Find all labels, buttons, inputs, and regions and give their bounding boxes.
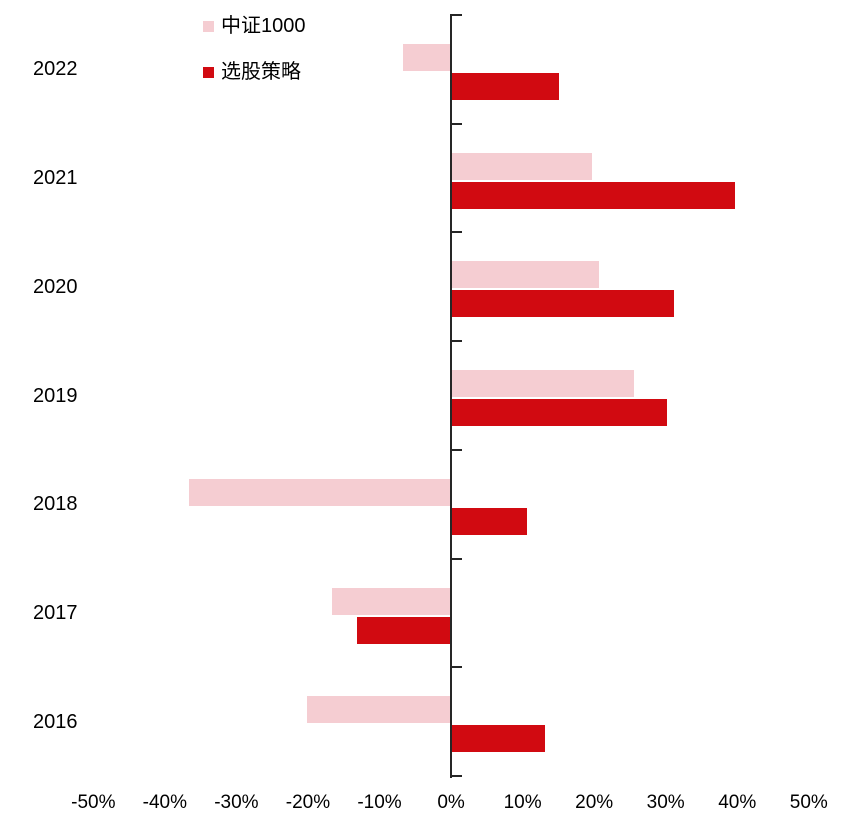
bar-csi1000-2020	[452, 261, 599, 289]
x-tick-label: 30%	[646, 792, 685, 813]
x-tick-label: -50%	[71, 792, 116, 813]
x-tick-label: 40%	[718, 792, 757, 813]
legend-item-csi1000: 中证1000	[203, 14, 306, 38]
bar-csi1000-2022	[403, 44, 450, 71]
category-label-2018: 2018	[33, 493, 78, 516]
x-tick-label: 20%	[575, 792, 614, 813]
bar-csi1000-2017	[331, 587, 450, 615]
legend-swatch-stock-selection-strategy	[203, 66, 214, 78]
category-label-2022: 2022	[33, 58, 78, 81]
legend-label-csi1000: 中证1000	[221, 15, 306, 37]
axis-tick-mark	[450, 666, 462, 669]
bar-csi1000-2019	[452, 370, 635, 398]
bar-stock-selection-strategy-2017	[356, 616, 450, 644]
x-tick-label: -20%	[285, 792, 331, 813]
category-label-2020: 2020	[33, 275, 78, 298]
axis-tick-mark	[450, 775, 462, 777]
bar-stock-selection-strategy-2016	[452, 725, 545, 753]
bar-stock-selection-strategy-2018	[452, 507, 528, 535]
x-tick-label: -30%	[214, 792, 259, 813]
category-label-2019: 2019	[33, 384, 78, 407]
category-label-2021: 2021	[33, 167, 78, 190]
zero-axis-line	[450, 15, 452, 778]
axis-tick-mark	[450, 231, 462, 234]
legend-swatch-csi1000	[203, 20, 214, 32]
axis-tick-mark	[450, 340, 462, 343]
legend-item-stock-selection-strategy: 选股策略	[203, 60, 306, 84]
x-tick-label: 50%	[789, 792, 828, 813]
bar-stock-selection-strategy-2021	[452, 181, 735, 209]
bar-csi1000-2016	[306, 696, 450, 724]
axis-tick-mark	[450, 448, 462, 451]
x-tick-label: -10%	[357, 792, 402, 813]
category-label-2017: 2017	[33, 601, 78, 624]
x-tick-label: -40%	[142, 792, 188, 813]
category-label-2016: 2016	[33, 710, 78, 733]
axis-tick-mark	[450, 557, 462, 560]
bar-csi1000-2021	[452, 152, 592, 180]
x-tick-label: 10%	[503, 792, 542, 813]
bar-csi1000-2018	[188, 478, 450, 506]
legend-label-stock-selection-strategy: 选股策略	[221, 61, 301, 83]
x-tick-label: 0%	[437, 792, 465, 813]
bar-stock-selection-strategy-2019	[452, 399, 667, 427]
axis-tick-mark	[450, 14, 462, 16]
axis-tick-mark	[450, 122, 462, 125]
legend: 中证1000 选股策略	[203, 14, 306, 106]
bar-stock-selection-strategy-2022	[452, 73, 560, 100]
bar-stock-selection-strategy-2020	[452, 290, 674, 318]
